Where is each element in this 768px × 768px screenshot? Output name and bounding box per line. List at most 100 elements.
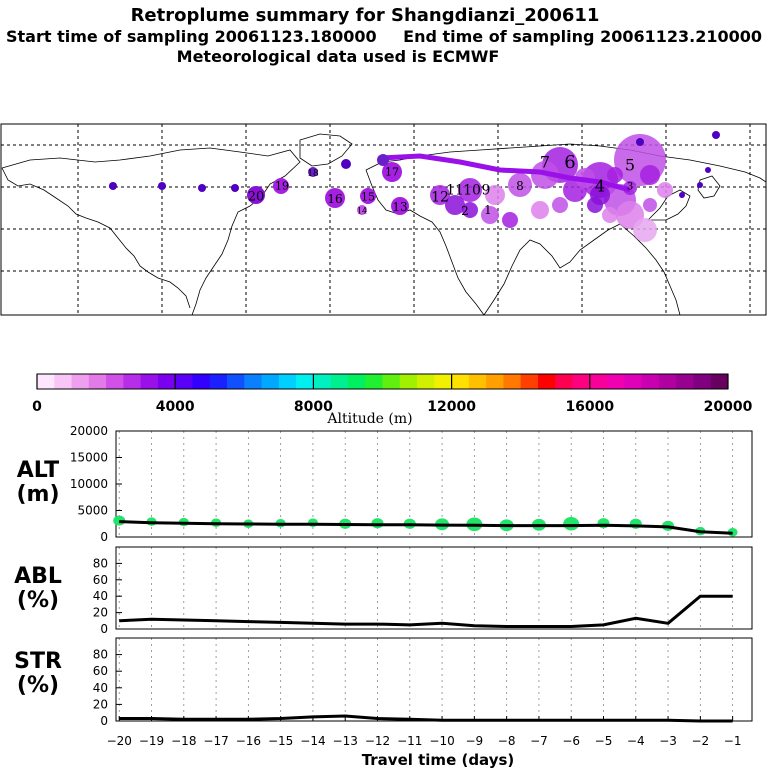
trajectory-day-label: 2 — [461, 204, 469, 218]
colorbar-swatch — [244, 374, 262, 389]
colorbar-tick-label: 4000 — [156, 399, 195, 415]
plume-path — [379, 153, 631, 193]
x-axis-title: Travel time (days) — [362, 751, 515, 768]
y-tick-label: 0 — [100, 530, 108, 544]
plume-marker — [109, 182, 117, 190]
colorbar-swatch — [537, 374, 556, 389]
trajectory-day-label: 17 — [385, 166, 399, 179]
x-tick-label: −2 — [691, 734, 709, 748]
altitude-scatter-point — [563, 516, 580, 531]
colorbar-tick-label: 16000 — [565, 399, 614, 415]
trajectory-day-label: 8 — [516, 179, 524, 193]
x-tick-label: −18 — [171, 734, 196, 748]
plume-cluster — [602, 207, 618, 223]
x-tick-label: −14 — [300, 734, 325, 748]
y-tick-label: 80 — [93, 556, 108, 570]
colorbar-swatch — [123, 374, 142, 389]
trajectory-day-label: 1 — [484, 203, 492, 217]
plume-marker — [158, 182, 166, 190]
trajectory-day-label: 6 — [564, 152, 575, 173]
x-tick-label: −12 — [365, 734, 390, 748]
colorbar-swatch — [641, 374, 660, 389]
colorbar-swatch — [589, 374, 608, 389]
trajectory-day-label: 16 — [327, 192, 342, 206]
colorbar-swatch — [486, 374, 504, 389]
x-tick-label: −13 — [333, 734, 358, 748]
colorbar-swatch — [572, 374, 591, 389]
figure-title: Retroplume summary for Shangdianzi_20061… — [131, 5, 600, 26]
trajectory-day-label: 20 — [248, 189, 265, 204]
plume-cluster — [657, 182, 673, 198]
colorbar-title: Altitude (m) — [326, 411, 412, 427]
start-time-label: Start time of sampling 20061123.180000 — [6, 27, 377, 46]
colorbar-swatch — [468, 374, 487, 389]
y-tick-label: 40 — [93, 681, 108, 695]
y-tick-label: 60 — [93, 573, 108, 587]
plume-cluster — [445, 195, 465, 215]
series-line-str — [119, 714, 733, 723]
plume-cluster — [587, 197, 603, 213]
plume-marker — [247, 186, 265, 204]
x-tick-label: −4 — [627, 734, 645, 748]
trajectory-day-label: 12 — [431, 190, 449, 206]
colorbar-swatch — [261, 374, 280, 389]
y-tick-label: 15000 — [70, 451, 108, 465]
panel-label-unit: (%) — [17, 588, 59, 613]
plume-marker — [697, 182, 703, 188]
colorbar-swatch — [278, 374, 297, 389]
trajectory-day-label: 13 — [392, 200, 407, 214]
colorbar-swatch — [71, 374, 90, 389]
trajectory-day-label: 19 — [275, 180, 289, 193]
colorbar-swatch — [624, 374, 643, 389]
colorbar-swatch — [417, 374, 435, 389]
colorbar-swatch — [382, 374, 401, 389]
trajectory-day-label: 15 — [361, 191, 375, 204]
plume-marker — [360, 188, 376, 204]
plume-marker — [231, 184, 239, 192]
plume-marker — [308, 167, 318, 177]
x-tick-label: −19 — [139, 734, 164, 748]
panel-label-name: STR — [14, 649, 62, 674]
trajectory-day-label: 7 — [540, 152, 550, 171]
colorbar-swatch — [658, 374, 677, 389]
colorbar-swatch — [140, 374, 159, 389]
plume-marker — [382, 162, 402, 182]
trajectory-day-label: 14 — [357, 207, 367, 216]
colorbar-swatch — [607, 374, 625, 389]
plume-marker — [705, 167, 711, 173]
plume-cluster — [481, 206, 499, 224]
plume-cluster — [607, 167, 623, 183]
colorbar-swatch — [693, 374, 712, 389]
colorbar-swatch — [88, 374, 107, 389]
series-line-alt — [119, 520, 733, 535]
plume-cluster — [552, 197, 568, 213]
x-tick-label: −7 — [530, 734, 548, 748]
colorbar-swatch — [227, 374, 245, 389]
altitude-colorbar: 0 4000 8000 12000 16000 20000 Altitude (m) — [32, 373, 753, 427]
y-tick-label: 80 — [93, 648, 108, 662]
alt-panel: 0 5000 10000 15000 20000 ALT(m) — [16, 424, 753, 544]
x-tick-label: −6 — [562, 734, 580, 748]
x-tick-label: −17 — [203, 734, 228, 748]
plume-marker — [198, 184, 206, 192]
trajectory-day-label: 9 — [482, 183, 491, 199]
colorbar-swatch — [347, 374, 366, 389]
abl-panel: 0 20 40 60 80 ABL(%) — [14, 546, 753, 636]
plume-cluster — [643, 198, 657, 212]
x-tick-label: −10 — [429, 734, 454, 748]
plume-marker — [357, 205, 367, 215]
x-tick-label: −9 — [466, 734, 484, 748]
colorbar-swatch — [175, 374, 193, 389]
plume-marker — [679, 192, 685, 198]
trajectory-day-label: 10 — [463, 183, 481, 199]
str-panel: 0 20 40 60 80 STR(%) — [14, 637, 753, 728]
x-tick-label: −11 — [397, 734, 422, 748]
colorbar-swatch — [434, 374, 452, 389]
plume-cluster — [485, 185, 505, 205]
plume-cluster — [430, 185, 450, 205]
plume-marker — [325, 188, 345, 208]
x-axis: −20 −19 −18 −17 −16 −15 −14 −13 −12 −11 −10 −9 −8 −7−… — [107, 716, 741, 748]
